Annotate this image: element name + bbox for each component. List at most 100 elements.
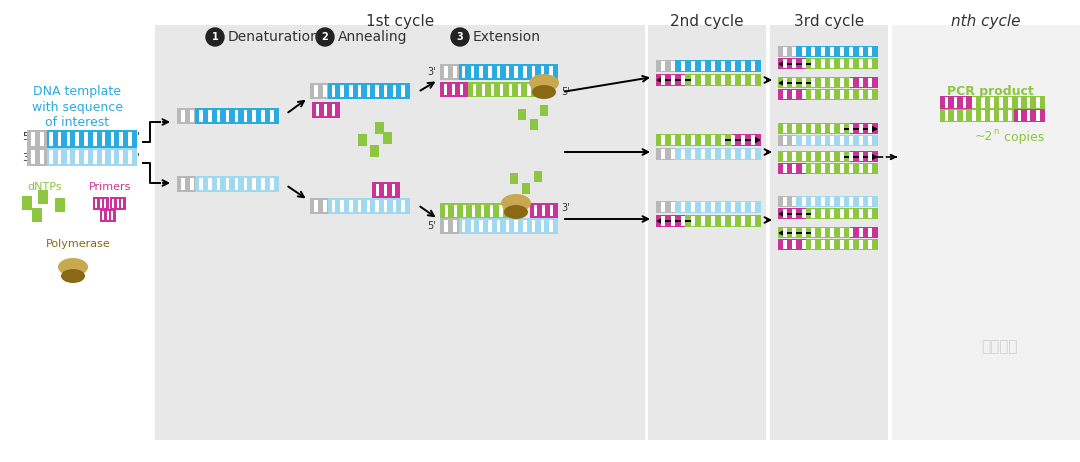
Bar (850, 124, 853, 133)
Bar (778, 151, 850, 162)
Bar (460, 84, 463, 95)
Bar (514, 219, 517, 232)
Bar (770, 25, 888, 440)
Bar (1036, 110, 1040, 121)
Bar (366, 85, 370, 97)
Bar (721, 216, 725, 226)
Text: 3': 3' (561, 203, 569, 213)
Bar (751, 75, 755, 85)
Bar (661, 75, 665, 85)
Bar (444, 84, 447, 95)
Bar (701, 216, 705, 226)
Bar (850, 59, 853, 68)
Bar (671, 149, 675, 159)
Text: 3': 3' (22, 153, 32, 163)
Bar (40, 150, 43, 164)
Bar (741, 216, 745, 226)
Bar (793, 228, 796, 237)
Bar (686, 215, 761, 227)
Bar (84, 150, 87, 164)
Text: 5': 5' (428, 221, 436, 231)
Bar (783, 240, 786, 249)
Bar (840, 136, 843, 145)
Bar (22, 196, 32, 210)
Bar (505, 66, 509, 79)
Bar (850, 152, 853, 161)
Bar (681, 149, 685, 159)
Bar (731, 135, 735, 145)
Bar (261, 109, 265, 122)
Bar (681, 135, 685, 145)
Bar (691, 135, 696, 145)
Bar (731, 61, 735, 71)
Bar (462, 66, 465, 79)
Bar (120, 150, 123, 164)
Bar (945, 110, 948, 121)
Bar (859, 47, 863, 56)
Ellipse shape (58, 258, 87, 276)
Bar (801, 197, 806, 206)
Bar (821, 78, 825, 87)
Bar (751, 202, 755, 212)
Bar (783, 164, 786, 173)
Bar (778, 89, 806, 100)
Bar (850, 78, 853, 87)
Bar (831, 47, 834, 56)
Bar (181, 177, 185, 190)
Bar (349, 85, 352, 97)
Bar (681, 61, 685, 71)
Bar (31, 150, 35, 164)
Text: 3': 3' (130, 132, 140, 142)
Bar (671, 135, 675, 145)
Bar (499, 205, 502, 217)
Text: 2: 2 (322, 32, 328, 42)
Bar (840, 59, 843, 68)
Bar (375, 85, 379, 97)
Bar (801, 240, 806, 249)
Bar (806, 163, 878, 174)
Bar (366, 200, 370, 213)
Bar (778, 239, 806, 250)
Bar (721, 75, 725, 85)
Bar (850, 123, 878, 134)
Bar (721, 202, 725, 212)
Bar (831, 152, 834, 161)
Bar (778, 77, 850, 88)
Bar (55, 198, 65, 212)
Bar (46, 130, 137, 148)
Bar (801, 152, 806, 161)
Bar (711, 61, 715, 71)
Bar (510, 173, 518, 184)
Text: 5': 5' (561, 87, 570, 97)
Bar (181, 109, 185, 122)
Bar (840, 78, 843, 87)
Bar (540, 219, 544, 232)
Bar (243, 109, 247, 122)
Bar (454, 66, 457, 79)
Bar (868, 164, 873, 173)
Bar (534, 205, 537, 216)
Bar (801, 47, 806, 56)
Bar (859, 78, 863, 87)
Bar (821, 197, 825, 206)
Bar (868, 90, 873, 99)
Bar (99, 199, 102, 208)
Text: 5': 5' (130, 153, 140, 163)
Bar (868, 136, 873, 145)
Bar (661, 61, 665, 71)
Bar (850, 77, 878, 88)
Bar (691, 75, 696, 85)
Text: 1st cycle: 1st cycle (366, 14, 434, 29)
Bar (783, 124, 786, 133)
Bar (859, 228, 863, 237)
Bar (811, 228, 815, 237)
Bar (711, 75, 715, 85)
Bar (981, 97, 985, 108)
Bar (314, 200, 318, 213)
Bar (731, 149, 735, 159)
Bar (480, 219, 483, 232)
Bar (444, 219, 448, 232)
Bar (783, 136, 786, 145)
Bar (793, 78, 796, 87)
Ellipse shape (501, 194, 531, 212)
